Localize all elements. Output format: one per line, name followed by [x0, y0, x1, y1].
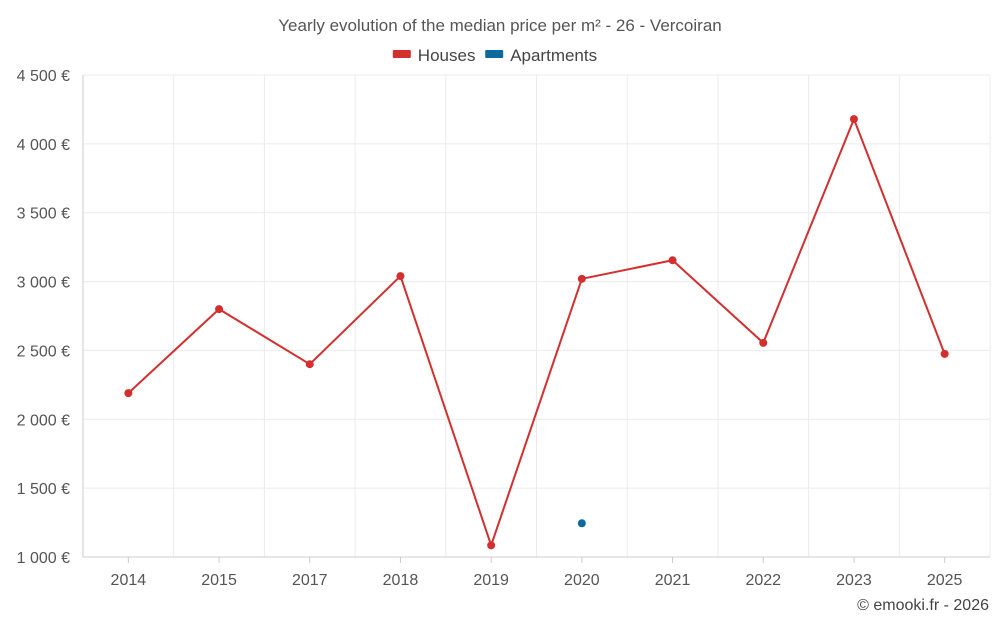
data-point-houses[interactable]	[668, 256, 677, 265]
credit-text: © emooki.fr - 2026	[857, 597, 989, 614]
data-point-houses[interactable]	[487, 541, 496, 550]
legend-item-houses[interactable]: Houses	[392, 46, 476, 65]
data-point-houses[interactable]	[577, 274, 586, 283]
legend-swatch	[485, 50, 504, 58]
y-tick-label: 4 500 €	[17, 68, 70, 85]
data-point-houses[interactable]	[215, 305, 224, 314]
y-tick-label: 2 500 €	[17, 343, 70, 360]
series-line-houses	[127, 118, 946, 547]
x-tick-label: 2023	[836, 572, 872, 589]
series-apartments	[577, 519, 586, 528]
data-point-houses[interactable]	[849, 115, 858, 124]
x-tick-label: 2021	[655, 572, 691, 589]
legend: Houses Apartments	[392, 46, 597, 65]
data-point-houses[interactable]	[940, 349, 949, 358]
x-tick-label: 2018	[383, 572, 419, 589]
legend-item-apartments[interactable]: Apartments	[485, 46, 597, 65]
data-point-apartments[interactable]	[577, 519, 586, 528]
grid	[82, 74, 991, 557]
chart-title: Yearly evolution of the median price per…	[278, 16, 722, 35]
y-tick-label: 2 000 €	[17, 412, 70, 429]
axes: 1 000 € 1 500 € 2 000 € 2 500 € 3 000 € 3 500…	[17, 68, 990, 589]
y-tick-label: 3 500 €	[17, 206, 70, 223]
y-tick-label: 1 000 €	[17, 550, 70, 567]
x-tick-label: 2025	[927, 572, 963, 589]
x-tick-label: 2019	[473, 572, 509, 589]
x-tick-label: 2022	[745, 572, 781, 589]
x-tick-label: 2014	[111, 572, 147, 589]
legend-label: Houses	[418, 46, 476, 65]
x-tick-label: 2015	[201, 572, 237, 589]
series-houses	[124, 115, 949, 550]
data-point-houses[interactable]	[305, 360, 314, 369]
x-tick-label: 2017	[292, 572, 328, 589]
y-tick-label: 4 000 €	[17, 137, 70, 154]
data-point-houses[interactable]	[124, 389, 133, 398]
legend-label: Apartments	[510, 46, 597, 65]
y-tick-label: 1 500 €	[17, 481, 70, 498]
y-tick-label: 3 000 €	[17, 275, 70, 292]
data-point-houses[interactable]	[396, 272, 405, 281]
series-layer	[124, 115, 949, 550]
data-point-houses[interactable]	[759, 338, 768, 347]
x-tick-label: 2020	[564, 572, 600, 589]
legend-swatch	[392, 50, 411, 58]
